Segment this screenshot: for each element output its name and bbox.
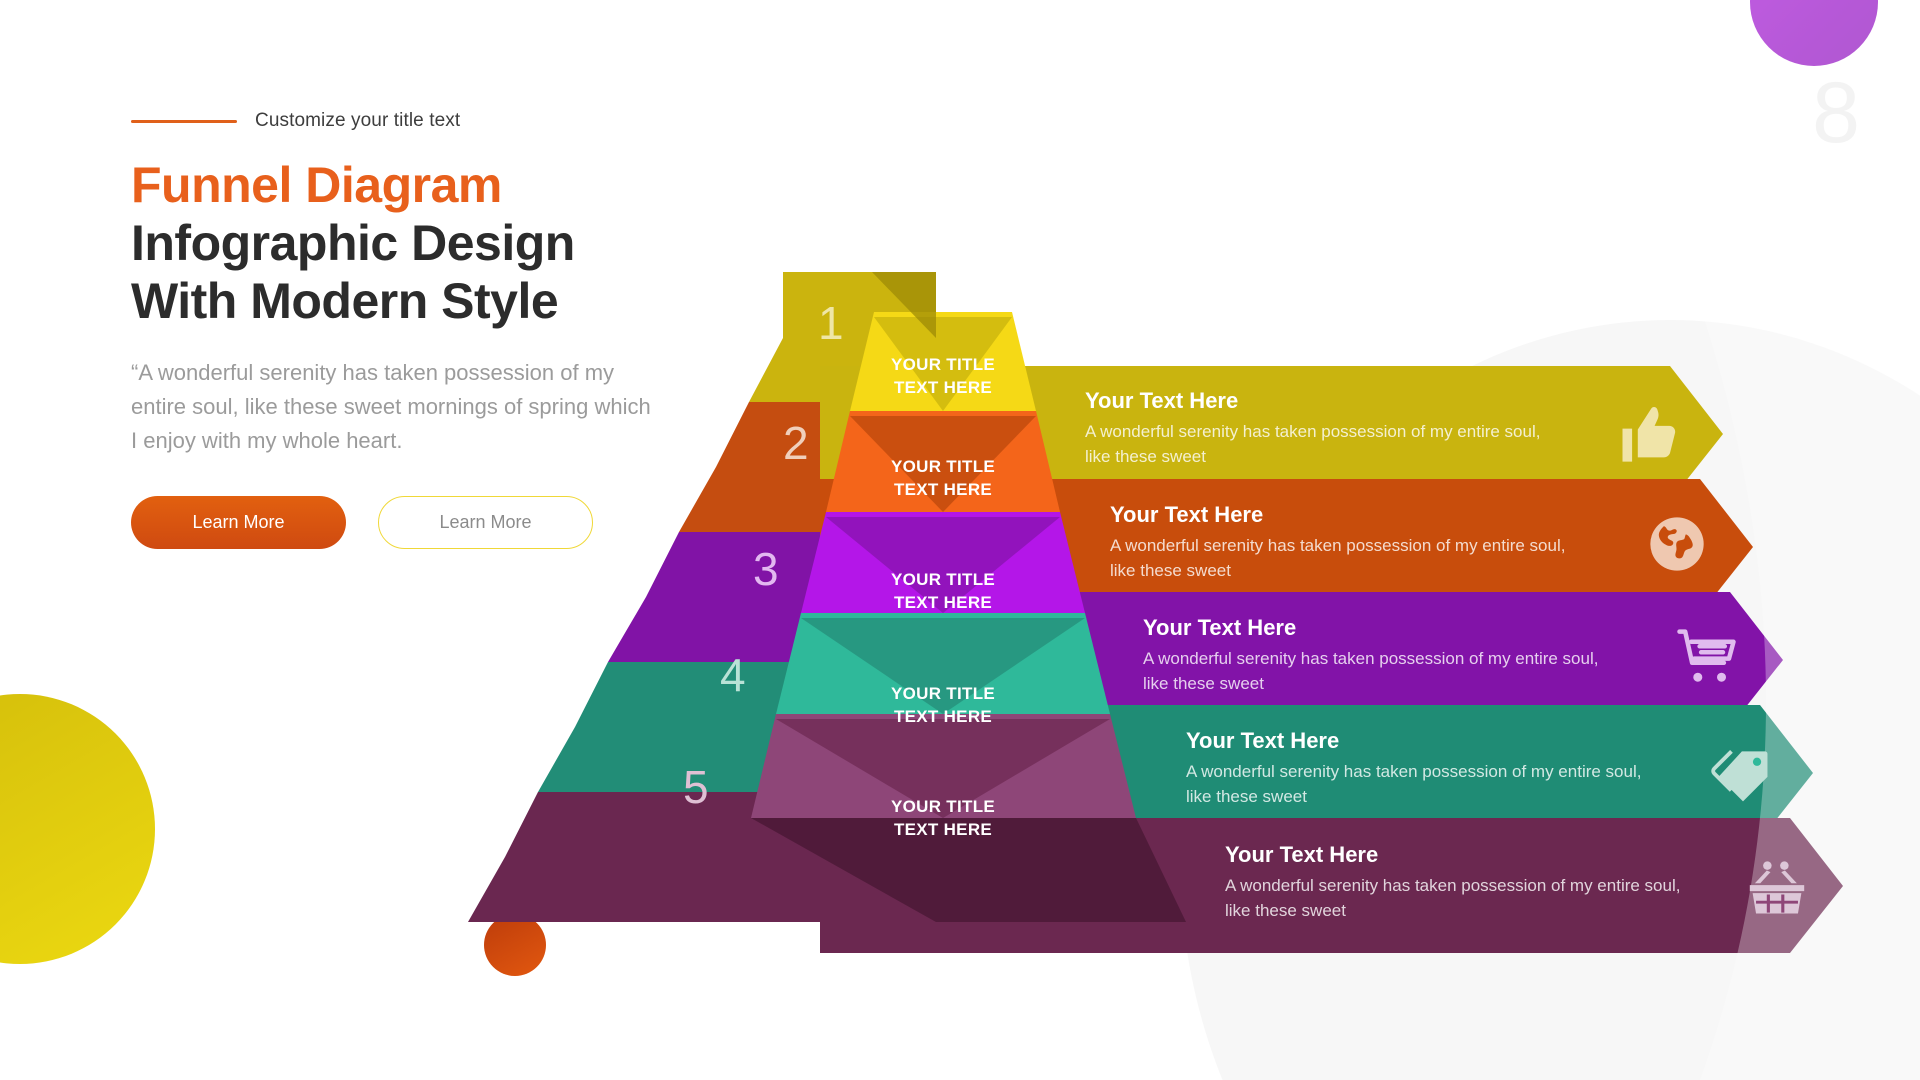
funnel-label-4: YOUR TITLE TEXT HERE (890, 684, 996, 727)
funnel-trapezoid-4 (776, 613, 1110, 714)
funnel-shadow-3 (826, 517, 1060, 613)
funnel-trapezoid-5 (751, 714, 1136, 818)
funnel-body (751, 312, 1136, 818)
funnel-label-2: YOUR TITLE TEXT HERE (890, 457, 996, 500)
funnel-label-5: YOUR TITLE TEXT HERE (890, 797, 996, 840)
decorative-circle-yellow (0, 694, 155, 964)
intro-paragraph: “A wonderful serenity has taken possessi… (131, 360, 651, 454)
decorative-circle-purple (1750, 0, 1878, 66)
page-title-line-3: With Modern Style (131, 273, 559, 329)
funnel-shadow-4 (801, 618, 1085, 714)
funnel-shadow-5 (776, 719, 1110, 818)
funnel-trapezoid-1 (850, 312, 1036, 411)
page-title-line-2: Infographic Design (131, 215, 575, 271)
funnel-base-shadow (751, 818, 1186, 922)
funnel-trapezoid-3 (801, 512, 1085, 613)
eyebrow-label: Customize your title text (255, 110, 461, 131)
funnel-shadow-2 (850, 416, 1036, 512)
page-number: 8 (1812, 65, 1860, 161)
funnel-number-2: 2 (783, 417, 809, 469)
funnel-trapezoid-2 (826, 411, 1060, 512)
decorative-circle-orange (484, 914, 546, 976)
funnel-number-3: 3 (753, 543, 779, 595)
page-title-line-1: Funnel Diagram (131, 157, 502, 213)
ribbon-fold-1 (872, 272, 936, 338)
intro-column: Customize your title text Funnel Diagram… (131, 110, 691, 550)
funnel-shadow-1 (874, 317, 1012, 411)
eyebrow: Customize your title text (131, 110, 691, 132)
background-swoosh (1180, 320, 1920, 1080)
ribbon-stage-2 (679, 402, 936, 532)
eyebrow-rule-icon (131, 119, 237, 123)
ribbon-stage-3 (608, 532, 936, 662)
funnel-label-3: YOUR TITLE TEXT HERE (890, 570, 996, 613)
button-row: Learn More Learn More (131, 496, 691, 550)
funnel-number-4: 4 (720, 649, 746, 701)
learn-more-primary-button[interactable]: Learn More (131, 496, 346, 550)
ribbon-stage-5 (468, 792, 936, 922)
funnel-label-1: YOUR TITLE TEXT HERE (890, 355, 996, 398)
funnel-number-5: 5 (683, 761, 709, 813)
learn-more-secondary-button[interactable]: Learn More (378, 496, 593, 550)
ribbon-stage-4 (538, 662, 936, 792)
ribbon-stage-1 (749, 272, 936, 402)
funnel-number-1: 1 (818, 297, 844, 349)
